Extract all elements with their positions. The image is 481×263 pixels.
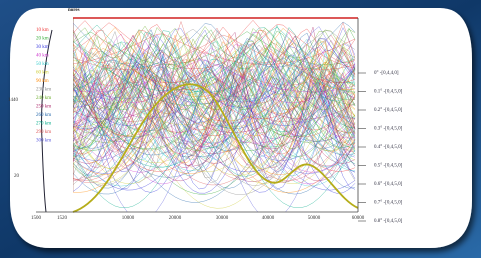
x-label: 50000 bbox=[308, 216, 321, 221]
legend-item: 0.5° -[0,4,5,0] bbox=[374, 164, 403, 169]
legend-item: 240 km bbox=[36, 96, 51, 101]
legend-item: 0.4° -[0,4,5,0] bbox=[374, 145, 403, 150]
y-label: 1440 bbox=[8, 98, 19, 103]
legend-item: 0.8° -[0,4,5,0] bbox=[374, 219, 403, 224]
legend-item: 10 km bbox=[36, 28, 49, 33]
title: nores bbox=[68, 8, 80, 13]
legend-item: 90 km bbox=[36, 79, 49, 84]
legend-item: 260 km bbox=[36, 113, 51, 118]
legend-item: 20 km bbox=[36, 37, 49, 42]
legend-item: 0.2° -[0,4,5,0] bbox=[374, 108, 403, 113]
x-label: 1500 bbox=[31, 216, 42, 221]
x-label: 1520 bbox=[57, 216, 68, 221]
legend-item: 0° -[0,4,4,0] bbox=[374, 71, 399, 76]
x-label: 40000 bbox=[262, 216, 275, 221]
y-label: 20 bbox=[14, 174, 20, 179]
legend-item: 0.3° -[0,4,5,0] bbox=[374, 127, 403, 132]
x-label: 60000 bbox=[352, 216, 365, 221]
legend-item: 270 km bbox=[36, 122, 51, 127]
legend-item: 60 km bbox=[36, 71, 49, 76]
x-label: 30000 bbox=[216, 216, 229, 221]
legend-item: 40 km bbox=[36, 54, 49, 59]
legend-item: 250 km bbox=[36, 105, 51, 110]
legend-item: 50 km bbox=[36, 62, 49, 67]
legend-item: 290 km bbox=[36, 130, 51, 135]
legend-item: 0.6° -[0,4,5,0] bbox=[374, 182, 403, 187]
legend-item: 230 km bbox=[36, 88, 51, 93]
legend-item: 0.1° -[0,4,5,0] bbox=[374, 90, 403, 95]
legend-item: 0.7° -[0,4,5,0] bbox=[374, 201, 403, 206]
x-label: 10000 bbox=[122, 216, 135, 221]
x-label: 20000 bbox=[169, 216, 182, 221]
legend-item: 300 km bbox=[36, 139, 51, 144]
legend-item: 30 km bbox=[36, 45, 49, 50]
screenshot: nores 10 km 20 km 30 km 40 km 50 km 60 km 90 k… bbox=[0, 0, 481, 258]
